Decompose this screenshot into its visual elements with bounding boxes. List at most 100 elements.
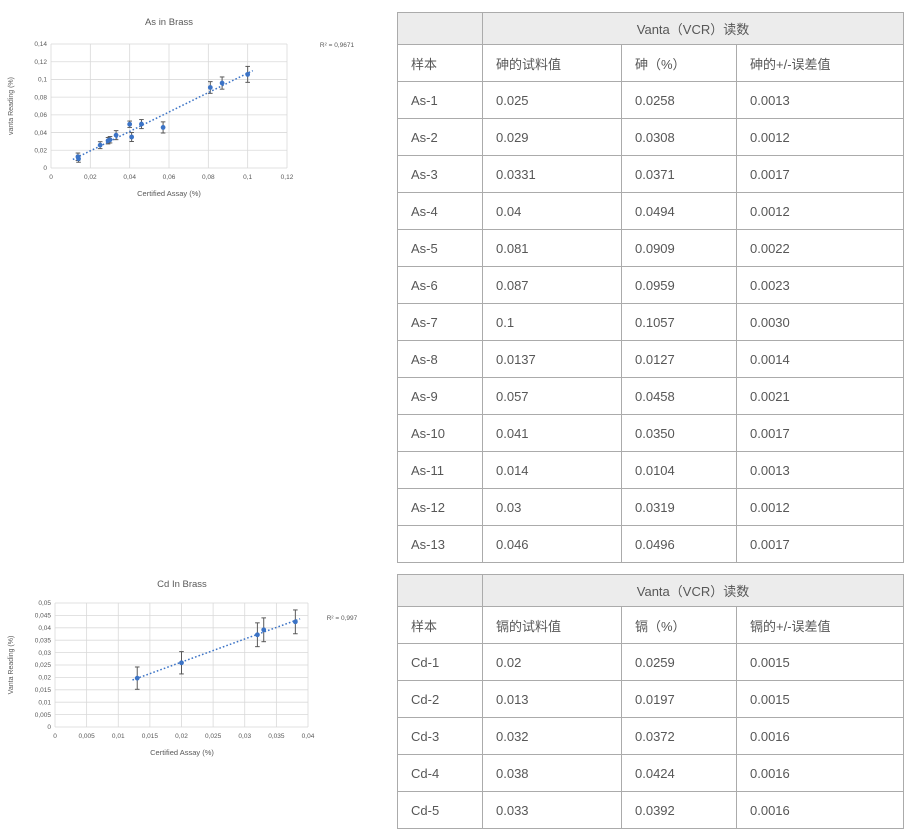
cd-in-brass-chart: 0 0,005 0,01 0,015 0,02 0,025 0,03 0,035 0,04 0 0,… (0, 568, 400, 778)
chart-title: Cd In Brass (157, 579, 207, 590)
value-cell: 0.0023 (735, 266, 905, 304)
value-cell: 0.0021 (735, 377, 905, 415)
sample-cell: Cd-2 (397, 680, 483, 718)
cd-readings-table: Vanta（VCR）读数 样本 镉的试料值 镉（%） 镉的+/-误差值 Cd-1 0.02 0… (397, 574, 905, 829)
y-tick-label: 0,04 (34, 130, 47, 137)
table-row: As-9 0.057 0.0458 0.0021 (397, 377, 905, 415)
sample-cell: Cd-3 (397, 717, 483, 755)
data-point (107, 137, 113, 143)
value-cell: 0.0350 (621, 414, 737, 452)
value-cell: 0.0017 (735, 414, 905, 452)
x-tick-label: 0,03 (238, 733, 251, 740)
column-header: 砷的+/-误差值 (735, 44, 905, 82)
table-row: As-6 0.087 0.0959 0.0023 (397, 266, 905, 304)
x-tick-label: 0 (53, 733, 57, 740)
value-cell: 0.046 (482, 525, 622, 563)
y-tick-label: 0 (43, 165, 47, 172)
y-tick-label: 0,12 (34, 59, 47, 66)
table-row: As-8 0.0137 0.0127 0.0014 (397, 340, 905, 378)
x-axis-title: Certified Assay (%) (150, 748, 214, 757)
data-point (261, 627, 267, 633)
value-cell: 0.0015 (735, 680, 905, 718)
table-row: Cd-4 0.038 0.0424 0.0016 (397, 754, 905, 792)
as-readings-table: Vanta（VCR）读数 样本 砷的试料值 砷（%） 砷的+/-误差值 As-1 0.025… (397, 12, 905, 563)
value-cell: 0.0015 (735, 643, 905, 681)
sample-cell: As-5 (397, 229, 483, 267)
value-cell: 0.0197 (621, 680, 737, 718)
value-cell: 0.041 (482, 414, 622, 452)
trendline (132, 618, 301, 681)
value-cell: 0.0016 (735, 791, 905, 829)
value-cell: 0.0017 (735, 525, 905, 563)
as-in-brass-chart: 0 0,02 0,04 0,06 0,08 0,1 0,12 0 0,02 0,04 0,06 0,0… (0, 0, 400, 220)
table-row: Cd-3 0.032 0.0372 0.0016 (397, 717, 905, 755)
vanta-vcr-header: Vanta（VCR）读数 (481, 574, 905, 607)
data-point (134, 675, 140, 681)
table-row: As-10 0.041 0.0350 0.0017 (397, 414, 905, 452)
value-cell: 0.032 (482, 717, 622, 755)
y-tick-label: 0,035 (35, 637, 52, 644)
table-row: As-11 0.014 0.0104 0.0013 (397, 451, 905, 489)
x-tick-label: 0,015 (142, 733, 159, 740)
sample-cell: As-8 (397, 340, 483, 378)
y-tick-label: 0,08 (34, 94, 47, 101)
column-header-row: 样本 砷的试料值 砷（%） 砷的+/-误差值 (397, 44, 905, 82)
value-cell: 0.0959 (621, 266, 737, 304)
corner-cell (397, 12, 483, 45)
column-header: 砷（%） (621, 44, 737, 82)
column-header: 样本 (397, 606, 483, 644)
data-point (207, 85, 213, 90)
y-axis-title: vanta Reading (%) (8, 77, 15, 135)
y-tick-label: 0,045 (35, 613, 52, 620)
value-cell: 0.0012 (735, 488, 905, 526)
x-tick-label: 0,02 (175, 733, 188, 740)
value-cell: 0.0496 (621, 525, 737, 563)
table-row: As-3 0.0331 0.0371 0.0017 (397, 155, 905, 193)
y-tick-label: 0,02 (38, 675, 51, 682)
table-row: As-2 0.029 0.0308 0.0012 (397, 118, 905, 156)
x-tick-label: 0,035 (268, 733, 285, 740)
sample-cell: Cd-4 (397, 754, 483, 792)
value-cell: 0.029 (482, 118, 622, 156)
column-header-row: 样本 镉的试料值 镉（%） 镉的+/-误差值 (397, 606, 905, 644)
value-cell: 0.03 (482, 488, 622, 526)
x-tick-label: 0,005 (78, 733, 95, 740)
y-tick-label: 0,02 (34, 147, 47, 154)
column-header: 镉的试料值 (482, 606, 622, 644)
value-cell: 0.0016 (735, 717, 905, 755)
sample-cell: As-1 (397, 81, 483, 119)
value-cell: 0.087 (482, 266, 622, 304)
y-tick-label: 0,015 (35, 687, 52, 694)
cd-in-brass-svg: 0 0,005 0,01 0,015 0,02 0,025 0,03 0,035 0,04 0 0,… (8, 579, 358, 757)
value-cell: 0.081 (482, 229, 622, 267)
sample-cell: As-9 (397, 377, 483, 415)
sample-cell: Cd-5 (397, 791, 483, 829)
r-squared-label: R² = 0,9671 (320, 42, 355, 49)
value-cell: 0.0494 (621, 192, 737, 230)
value-cell: 0.0424 (621, 754, 737, 792)
value-cell: 0.038 (482, 754, 622, 792)
table-row: As-1 0.025 0.0258 0.0013 (397, 81, 905, 119)
value-cell: 0.0371 (621, 155, 737, 193)
value-cell: 0.057 (482, 377, 622, 415)
column-header: 样本 (397, 44, 483, 82)
sample-cell: As-7 (397, 303, 483, 341)
y-tick-label: 0,025 (35, 662, 52, 669)
data-point (160, 125, 166, 130)
sample-cell: As-3 (397, 155, 483, 193)
x-tick-label: 0,04 (302, 733, 315, 740)
y-tick-label: 0,06 (34, 112, 47, 119)
sample-cell: As-12 (397, 488, 483, 526)
value-cell: 0.0308 (621, 118, 737, 156)
x-tick-label: 0,12 (281, 174, 294, 181)
table-header-row: Vanta（VCR）读数 (397, 574, 905, 607)
y-tick-label: 0,05 (38, 600, 51, 607)
value-cell: 0.0030 (735, 303, 905, 341)
value-cell: 0.0127 (621, 340, 737, 378)
chart-title: As in Brass (145, 17, 193, 28)
value-cell: 0.0392 (621, 791, 737, 829)
sample-cell: As-10 (397, 414, 483, 452)
value-cell: 0.0104 (621, 451, 737, 489)
r-squared-label: R² = 0,997 (327, 615, 358, 622)
data-point (76, 156, 81, 162)
